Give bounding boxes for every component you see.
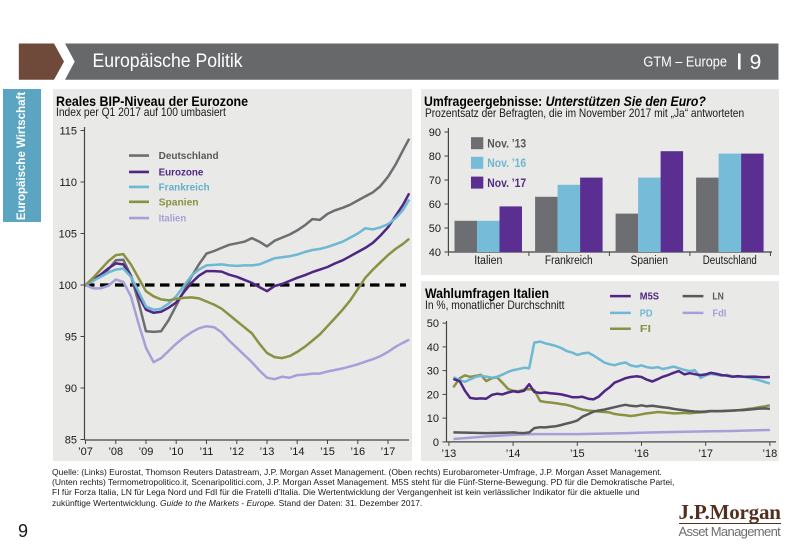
svg-text:’10: ’10 [168, 446, 183, 458]
svg-text:’14: ’14 [505, 448, 520, 460]
svg-text:Nov. ’16: Nov. ’16 [487, 156, 526, 170]
svg-text:10: 10 [426, 413, 438, 425]
svg-text:Spanien: Spanien [158, 196, 198, 208]
svg-text:’13: ’13 [259, 446, 274, 458]
svg-text:50: 50 [428, 223, 440, 235]
svg-text:90: 90 [428, 127, 440, 139]
svg-text:Europäische Politik: Europäische Politik [93, 49, 244, 71]
svg-text:LN: LN [712, 292, 723, 303]
svg-text:’15: ’15 [570, 448, 585, 460]
svg-text:Italien: Italien [158, 213, 186, 225]
svg-text:’16: ’16 [350, 446, 365, 458]
svg-text:’16: ’16 [634, 448, 649, 460]
svg-text:FdI: FdI [712, 308, 726, 319]
svg-text:0: 0 [432, 437, 438, 449]
svg-text:40: 40 [428, 247, 440, 259]
svg-text:20: 20 [426, 389, 438, 401]
svg-text:105: 105 [58, 229, 76, 241]
svg-text:’12: ’12 [229, 446, 244, 458]
svg-text:Frankreich: Frankreich [544, 255, 592, 267]
svg-text:’17: ’17 [380, 446, 395, 458]
svg-text:GTM – Europe: GTM – Europe [643, 54, 727, 70]
svg-text:’08: ’08 [108, 446, 123, 458]
svg-text:Nov. ’17: Nov. ’17 [487, 176, 526, 190]
svg-text:30: 30 [426, 366, 438, 378]
svg-text:’07: ’07 [78, 446, 93, 458]
svg-text:85: 85 [64, 435, 76, 447]
svg-text:’13: ’13 [441, 448, 456, 460]
svg-text:70: 70 [428, 175, 440, 187]
svg-text:Deutschland: Deutschland [158, 150, 218, 162]
svg-text:Nov. ’13: Nov. ’13 [487, 137, 526, 151]
svg-text:110: 110 [59, 177, 77, 189]
svg-text:95: 95 [64, 332, 76, 344]
svg-text:Frankreich: Frankreich [158, 182, 209, 194]
svg-text:’14: ’14 [289, 446, 304, 458]
svg-text:80: 80 [428, 151, 440, 163]
svg-text:90: 90 [64, 383, 76, 395]
svg-text:M5S: M5S [639, 292, 659, 303]
svg-text:50: 50 [426, 318, 438, 330]
svg-text:115: 115 [59, 126, 77, 138]
svg-text:9: 9 [750, 51, 762, 74]
svg-text:40: 40 [426, 342, 438, 354]
svg-text:PD: PD [639, 308, 652, 319]
svg-text:’15: ’15 [320, 446, 335, 458]
svg-text:Eurozone: Eurozone [158, 167, 203, 179]
svg-text:Italien: Italien [474, 255, 502, 267]
svg-text:FI: FI [639, 324, 651, 335]
svg-text:’11: ’11 [199, 446, 213, 458]
svg-text:60: 60 [428, 199, 440, 211]
svg-text:’09: ’09 [138, 446, 153, 458]
svg-text:’18: ’18 [762, 448, 777, 460]
svg-text:Deutschland: Deutschland [702, 255, 756, 267]
svg-text:’17: ’17 [698, 448, 713, 460]
svg-text:Spanien: Spanien [630, 255, 667, 267]
svg-text:100: 100 [58, 280, 76, 292]
